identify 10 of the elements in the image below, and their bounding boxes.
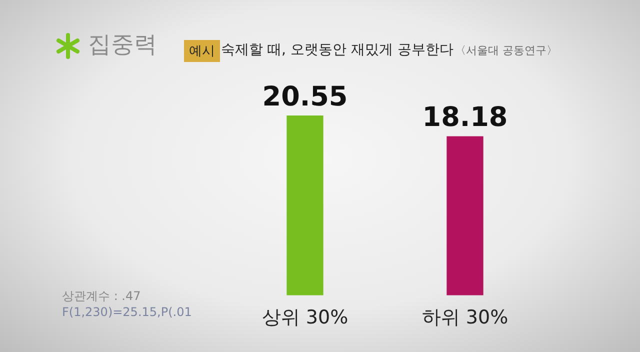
x-tick-label: 상위 30% — [262, 306, 348, 329]
data-label: 18.18 — [422, 102, 508, 134]
data-label: 20.55 — [262, 81, 348, 112]
text: 상관계수 : .47 — [62, 288, 141, 305]
text: 예시 — [184, 40, 220, 62]
chart-subtitle: 숙제할 때, 오랫동안 재밌게 공부한다 — [221, 41, 454, 59]
text: F(1,230)=25.15,P(.01 — [62, 305, 192, 319]
x-tick-label: 하위 30% — [422, 306, 508, 329]
text: 〈서울대 공동연구〉 — [455, 43, 558, 58]
chart-title: 집중력 — [88, 31, 157, 60]
